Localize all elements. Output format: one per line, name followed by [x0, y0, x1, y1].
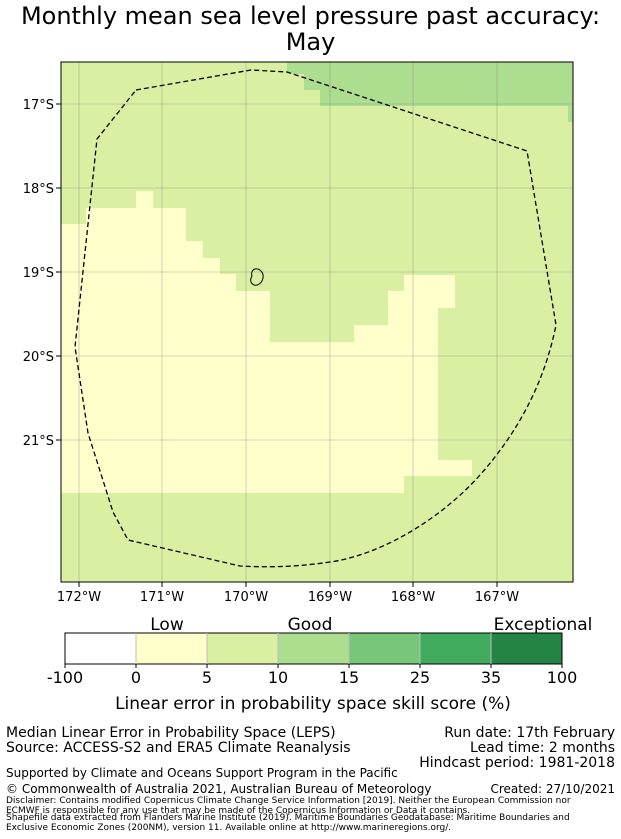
disclaimer-line2: ECMWF is responsible for any use that ma… [6, 806, 471, 816]
colorbar-cell [420, 633, 492, 664]
lon-label-168w: 168°W [391, 590, 435, 605]
colorbar [65, 633, 563, 664]
hindcast-text: Hindcast period: 1981-2018 [419, 755, 615, 771]
method-text: Median Linear Error in Probability Space… [6, 725, 336, 741]
colorbar-tick-label: 10 [268, 668, 288, 687]
disclaimer-line1: Disclaimer: Contains modified Copernicus… [6, 796, 571, 806]
colorbar-tick-label: 5 [202, 668, 212, 687]
shapefile-line2: Exclusive Economic Zones (200NM), versio… [6, 823, 452, 833]
colorbar-tick-label: 35 [481, 668, 501, 687]
created-text: Created: 27/10/2021 [490, 782, 615, 796]
lat-label-17s: 17°S [23, 98, 54, 113]
colorbar-cell [278, 633, 350, 664]
source-text: Source: ACCESS-S2 and ERA5 Climate Reana… [6, 740, 351, 756]
colorbar-frame [64, 632, 563, 665]
lon-label-167w: 167°W [475, 590, 519, 605]
chart-title-line2: May [285, 28, 336, 56]
colorbar-cell [207, 633, 279, 664]
colorbar-tick-label: 15 [339, 668, 359, 687]
colorbar-cell [136, 633, 208, 664]
low-skill-region [61, 191, 472, 493]
colorbar-axis-label: Linear error in probability space skill … [115, 694, 511, 714]
support-text: Supported by Climate and Oceans Support … [6, 766, 398, 780]
colorbar-tick-label: -100 [47, 668, 83, 687]
lat-label-19s: 19°S [23, 266, 54, 281]
better-skill-region [287, 62, 573, 122]
lat-label-20s: 20°S [23, 350, 54, 365]
lat-label-21s: 21°S [23, 434, 54, 449]
skill-map: 17°S 18°S 19°S 20°S 21°S 172°W 171°W 170… [23, 61, 593, 714]
run-date-text: Run date: 17th February [444, 725, 615, 741]
colorbar-cell [491, 633, 563, 664]
lon-label-169w: 169°W [308, 590, 352, 605]
lat-label-18s: 18°S [23, 182, 54, 197]
copyright-text: © Commonwealth of Australia 2021, Austra… [6, 782, 432, 796]
colorbar-cell [349, 633, 421, 664]
colorbar-ticks [64, 633, 563, 668]
lon-label-170w: 170°W [224, 590, 268, 605]
map-frame [60, 61, 574, 583]
lat-ticks [56, 103, 61, 441]
chart-title-line1: Monthly mean sea level pressure past acc… [20, 2, 601, 30]
lon-label-172w: 172°W [57, 590, 101, 605]
legend-category-low: Low [150, 615, 184, 635]
colorbar-tick-labels: -100 0 5 10 15 25 35 100 [47, 668, 577, 687]
legend-category-exceptional: Exceptional [494, 615, 593, 635]
legend-category-good: Good [288, 615, 333, 635]
shapefile-line1: Shapefile data extracted from Flanders M… [6, 813, 570, 823]
map-gridlines [61, 62, 573, 582]
lead-time-text: Lead time: 2 months [470, 740, 615, 756]
lon-ticks [78, 582, 498, 587]
lon-label-171w: 171°W [140, 590, 184, 605]
colorbar-tick-label: 0 [131, 668, 141, 687]
niue-island-outline [250, 268, 264, 286]
colorbar-cell [65, 633, 137, 664]
colorbar-tick-label: 25 [410, 668, 430, 687]
colorbar-tick-label: 100 [547, 668, 578, 687]
